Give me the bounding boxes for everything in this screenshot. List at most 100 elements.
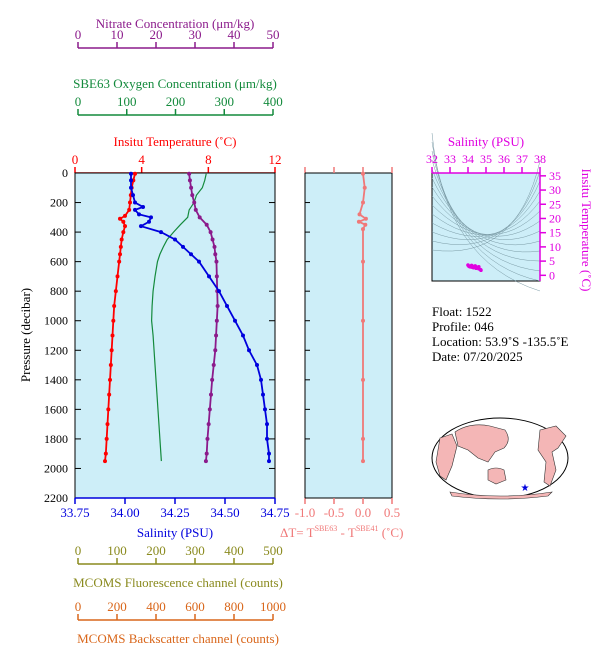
nitrate-point (212, 244, 217, 249)
ts-salinity-label: Salinity (PSU) (448, 134, 524, 149)
ts-salinity-tick-label: 38 (534, 152, 546, 166)
fluorescence-tick-label: 200 (146, 543, 166, 558)
pressure-axis-label: Pressure (decibar) (18, 288, 33, 382)
nitrate-point (207, 407, 212, 412)
delta-t-tick-label: -0.5 (324, 505, 345, 520)
nitrate-point (210, 377, 215, 382)
nitrate-point (190, 193, 195, 198)
salinity-point (129, 171, 133, 176)
main-plot-panel (74, 172, 276, 499)
salinity-point (207, 274, 211, 279)
pressure-tick-label: 1600 (44, 402, 68, 416)
nitrate-point (193, 207, 198, 212)
ts-contour-line (431, 190, 541, 237)
temperature-point (123, 213, 127, 218)
ts-contour-line (431, 170, 541, 245)
delta-t-point (361, 171, 365, 176)
map-land-asia (454, 424, 509, 463)
salinity-point (241, 333, 245, 338)
salinity-point (255, 363, 259, 368)
salinity-point (137, 212, 141, 217)
salinity-point (267, 451, 271, 456)
salinity-point (247, 348, 251, 353)
ts-temperature-tick-label: 5 (549, 254, 555, 268)
fluorescence-axis: 0 100 200 300 400 500 (75, 543, 283, 565)
ts-temperature-tick-label: 0 (549, 268, 555, 282)
salinity-axis: 33.75 34.00 34.25 34.50 34.75 (60, 497, 290, 520)
ts-salinity-tick-label: 37 (516, 152, 528, 166)
temperature-point (111, 318, 116, 323)
ts-contour-line (431, 159, 541, 262)
info-date: Date: 07/20/2025 (432, 349, 523, 364)
nitrate-point (187, 171, 192, 176)
ts-density-contours (431, 132, 541, 292)
backscatter-tick-label: 0 (75, 599, 82, 614)
nitrate-tick-label: 40 (228, 27, 241, 42)
salinity-point (225, 303, 229, 308)
salinity-axis-label: Salinity (PSU) (137, 525, 213, 540)
salinity-point (233, 318, 237, 323)
backscatter-tick-label: 400 (146, 599, 166, 614)
salinity-point (261, 392, 265, 397)
nitrate-point (189, 185, 194, 190)
backscatter-axis: 0 200 400 600 800 1000 (75, 599, 286, 621)
nitrate-point (206, 422, 211, 427)
map-land-europe-africa (435, 433, 458, 481)
info-location: Location: 53.9˚S -135.5˚E (432, 334, 569, 349)
salinity-point (139, 224, 143, 229)
nitrate-point (204, 222, 209, 227)
ts-temperature-tick-label: 20 (549, 211, 561, 225)
ts-series (466, 263, 483, 273)
oxygen-tick-label: 400 (263, 94, 283, 109)
ts-contour-line (431, 168, 541, 253)
ts-temperature-tick-label: 30 (549, 183, 561, 197)
delta-t-point (361, 259, 365, 264)
oxygen-line (151, 173, 207, 462)
map-land-australia (487, 467, 507, 485)
delta-t-point (361, 318, 365, 323)
pressure-tick-label: 2200 (44, 491, 68, 505)
nitrate-tick-label: 10 (111, 27, 124, 42)
nitrate-tick-label: 30 (189, 27, 202, 42)
pressure-tick-label: 600 (50, 255, 68, 269)
profile-series (103, 171, 271, 464)
nitrate-point (203, 459, 208, 464)
ts-contour-line (431, 177, 541, 245)
salinity-point (129, 185, 133, 190)
temperature-point (110, 333, 115, 338)
map-land-americas (537, 425, 567, 487)
pressure-tick-label: 1800 (44, 432, 68, 446)
temperature-point (103, 451, 108, 456)
nitrate-point (213, 252, 218, 257)
ts-salinity-tick-label: 32 (426, 152, 438, 166)
delta-t-tick-label: 0.5 (384, 505, 400, 520)
nitrate-point (204, 451, 209, 456)
temperature-point (117, 259, 122, 264)
salinity-point (133, 200, 137, 205)
nitrate-axis-label: Nitrate Concentration (μm/kg) (96, 16, 255, 31)
pressure-tick-label: 0 (62, 166, 68, 180)
float-info: Float: 1522 Profile: 046 Location: 53.9˚… (432, 304, 569, 364)
nitrate-point (210, 237, 215, 242)
delta-t-point (361, 200, 365, 205)
nitrate-tick-label: 50 (267, 27, 280, 42)
temperature-point (108, 363, 113, 368)
fluorescence-tick-label: 400 (224, 543, 244, 558)
nitrate-tick-label: 20 (150, 27, 163, 42)
salinity-point (149, 215, 153, 220)
nitrate-point (214, 318, 219, 323)
temperature-axis: Insitu Temperature (˚C) 0 4 8 12 (72, 134, 282, 174)
ts-temperature-label: Insitu Temperature (˚C) (579, 168, 594, 291)
nitrate-point (213, 348, 218, 353)
ts-point (479, 268, 483, 273)
float-location-marker: ★ (521, 483, 530, 494)
delta-t-point (361, 377, 365, 382)
info-float: Float: 1522 (432, 304, 492, 319)
temperature-point (104, 436, 109, 441)
pressure-tick-label: 400 (50, 225, 68, 239)
ts-temperature-tick-label: 10 (549, 240, 561, 254)
temperature-tick-label: 4 (138, 152, 145, 167)
delta-t-series (356, 171, 368, 464)
temperature-axis-label: Insitu Temperature (˚C) (113, 134, 236, 149)
temperature-point (118, 252, 122, 257)
